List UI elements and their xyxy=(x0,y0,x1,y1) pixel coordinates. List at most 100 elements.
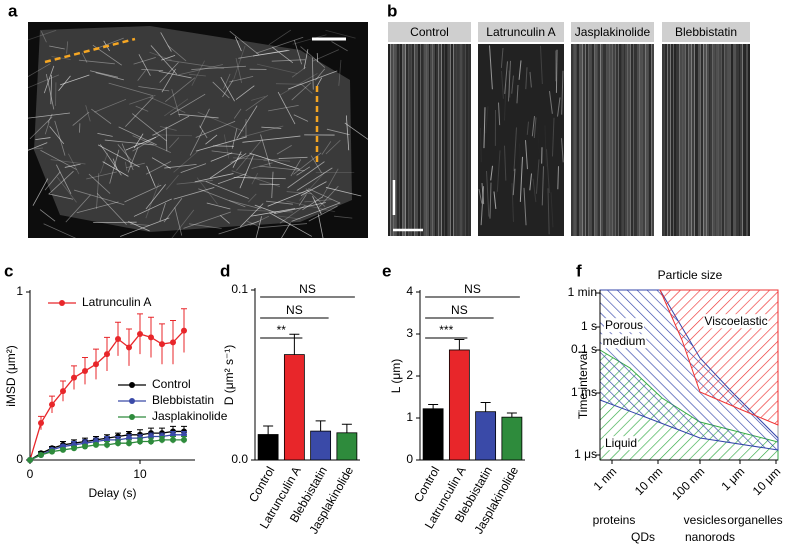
fiber xyxy=(292,34,327,45)
fiber xyxy=(278,156,308,159)
panel-letter: c xyxy=(4,261,13,280)
fiber xyxy=(43,65,55,94)
fiber xyxy=(164,98,189,117)
streak xyxy=(557,166,559,190)
fiber xyxy=(311,57,314,90)
fiber xyxy=(255,36,304,54)
fiber xyxy=(194,173,234,183)
label-background xyxy=(603,318,645,333)
data-point xyxy=(115,440,121,447)
kymograph xyxy=(478,44,564,236)
data-point xyxy=(126,344,132,351)
streak xyxy=(513,127,517,172)
fiber xyxy=(132,135,172,153)
fiber xyxy=(51,56,71,60)
fiber xyxy=(248,193,257,203)
fiber xyxy=(300,83,313,94)
y-tick-label: 4 xyxy=(406,284,413,298)
fiber xyxy=(229,76,254,83)
fiber xyxy=(321,141,332,155)
fiber xyxy=(165,126,168,152)
column-header xyxy=(478,22,564,42)
fiber xyxy=(312,196,322,215)
legend-label: Control xyxy=(152,377,191,391)
diagram-title: Particle size xyxy=(658,268,723,282)
fiber xyxy=(345,115,350,151)
fiber xyxy=(191,65,246,70)
fiber xyxy=(218,220,260,235)
fiber xyxy=(197,111,244,132)
streak xyxy=(493,191,497,209)
y-tick-label: 0.1 xyxy=(231,282,248,296)
fiber xyxy=(88,173,111,194)
kymograph xyxy=(571,44,654,236)
fiber xyxy=(234,36,242,52)
fiber xyxy=(296,167,333,191)
fiber xyxy=(167,45,187,62)
bar xyxy=(283,354,305,461)
fiber xyxy=(229,200,262,210)
particle-label: QDs xyxy=(631,530,655,544)
fiber xyxy=(209,153,247,179)
fiber xyxy=(229,30,260,56)
data-point xyxy=(148,438,154,445)
legend-marker xyxy=(129,398,135,404)
fiber xyxy=(129,95,156,105)
data-point xyxy=(104,351,110,358)
significance-label: ** xyxy=(277,323,287,337)
bar xyxy=(257,434,279,461)
fiber xyxy=(85,105,91,122)
fiber xyxy=(199,108,210,129)
fiber xyxy=(133,57,156,65)
streak xyxy=(540,45,543,85)
fiber xyxy=(40,31,47,43)
fiber xyxy=(236,140,262,171)
fiber xyxy=(300,181,327,197)
bar xyxy=(501,416,523,461)
streak xyxy=(544,125,547,167)
legend-marker xyxy=(129,382,135,388)
fiber xyxy=(29,116,53,140)
label-background xyxy=(603,436,639,451)
fiber xyxy=(152,115,190,136)
streak xyxy=(516,84,519,104)
streak xyxy=(551,117,555,157)
streak xyxy=(526,121,529,135)
fiber xyxy=(39,209,56,222)
fiber xyxy=(278,215,301,220)
label-background xyxy=(601,334,647,349)
data-point xyxy=(170,436,176,443)
fiber xyxy=(117,144,132,161)
fiber xyxy=(97,132,113,137)
data-point xyxy=(104,441,110,448)
fiber xyxy=(241,125,284,138)
data-point xyxy=(159,341,165,348)
fiber xyxy=(233,45,246,80)
fiber xyxy=(279,204,306,224)
fiber xyxy=(35,137,51,141)
fiber xyxy=(316,77,323,88)
fiber xyxy=(303,49,309,70)
fiber xyxy=(298,194,307,206)
fiber xyxy=(49,126,65,145)
label-background xyxy=(703,314,769,329)
bar xyxy=(336,432,358,461)
fiber xyxy=(325,29,356,39)
data-point xyxy=(137,438,143,445)
x-axis-label: Delay (s) xyxy=(88,486,136,500)
fiber xyxy=(151,134,193,137)
error-bar xyxy=(263,425,274,435)
fiber xyxy=(145,184,166,210)
fiber xyxy=(205,181,249,199)
column-header xyxy=(571,22,654,42)
fiber xyxy=(8,29,57,47)
fiber xyxy=(312,49,340,62)
streak xyxy=(511,75,514,94)
y-axis-label: iMSD (μm²) xyxy=(4,345,18,407)
fiber xyxy=(188,223,222,229)
fiber xyxy=(108,82,154,97)
fiber xyxy=(118,126,157,146)
fiber xyxy=(97,144,140,168)
fiber xyxy=(220,215,230,224)
fiber xyxy=(321,168,339,199)
